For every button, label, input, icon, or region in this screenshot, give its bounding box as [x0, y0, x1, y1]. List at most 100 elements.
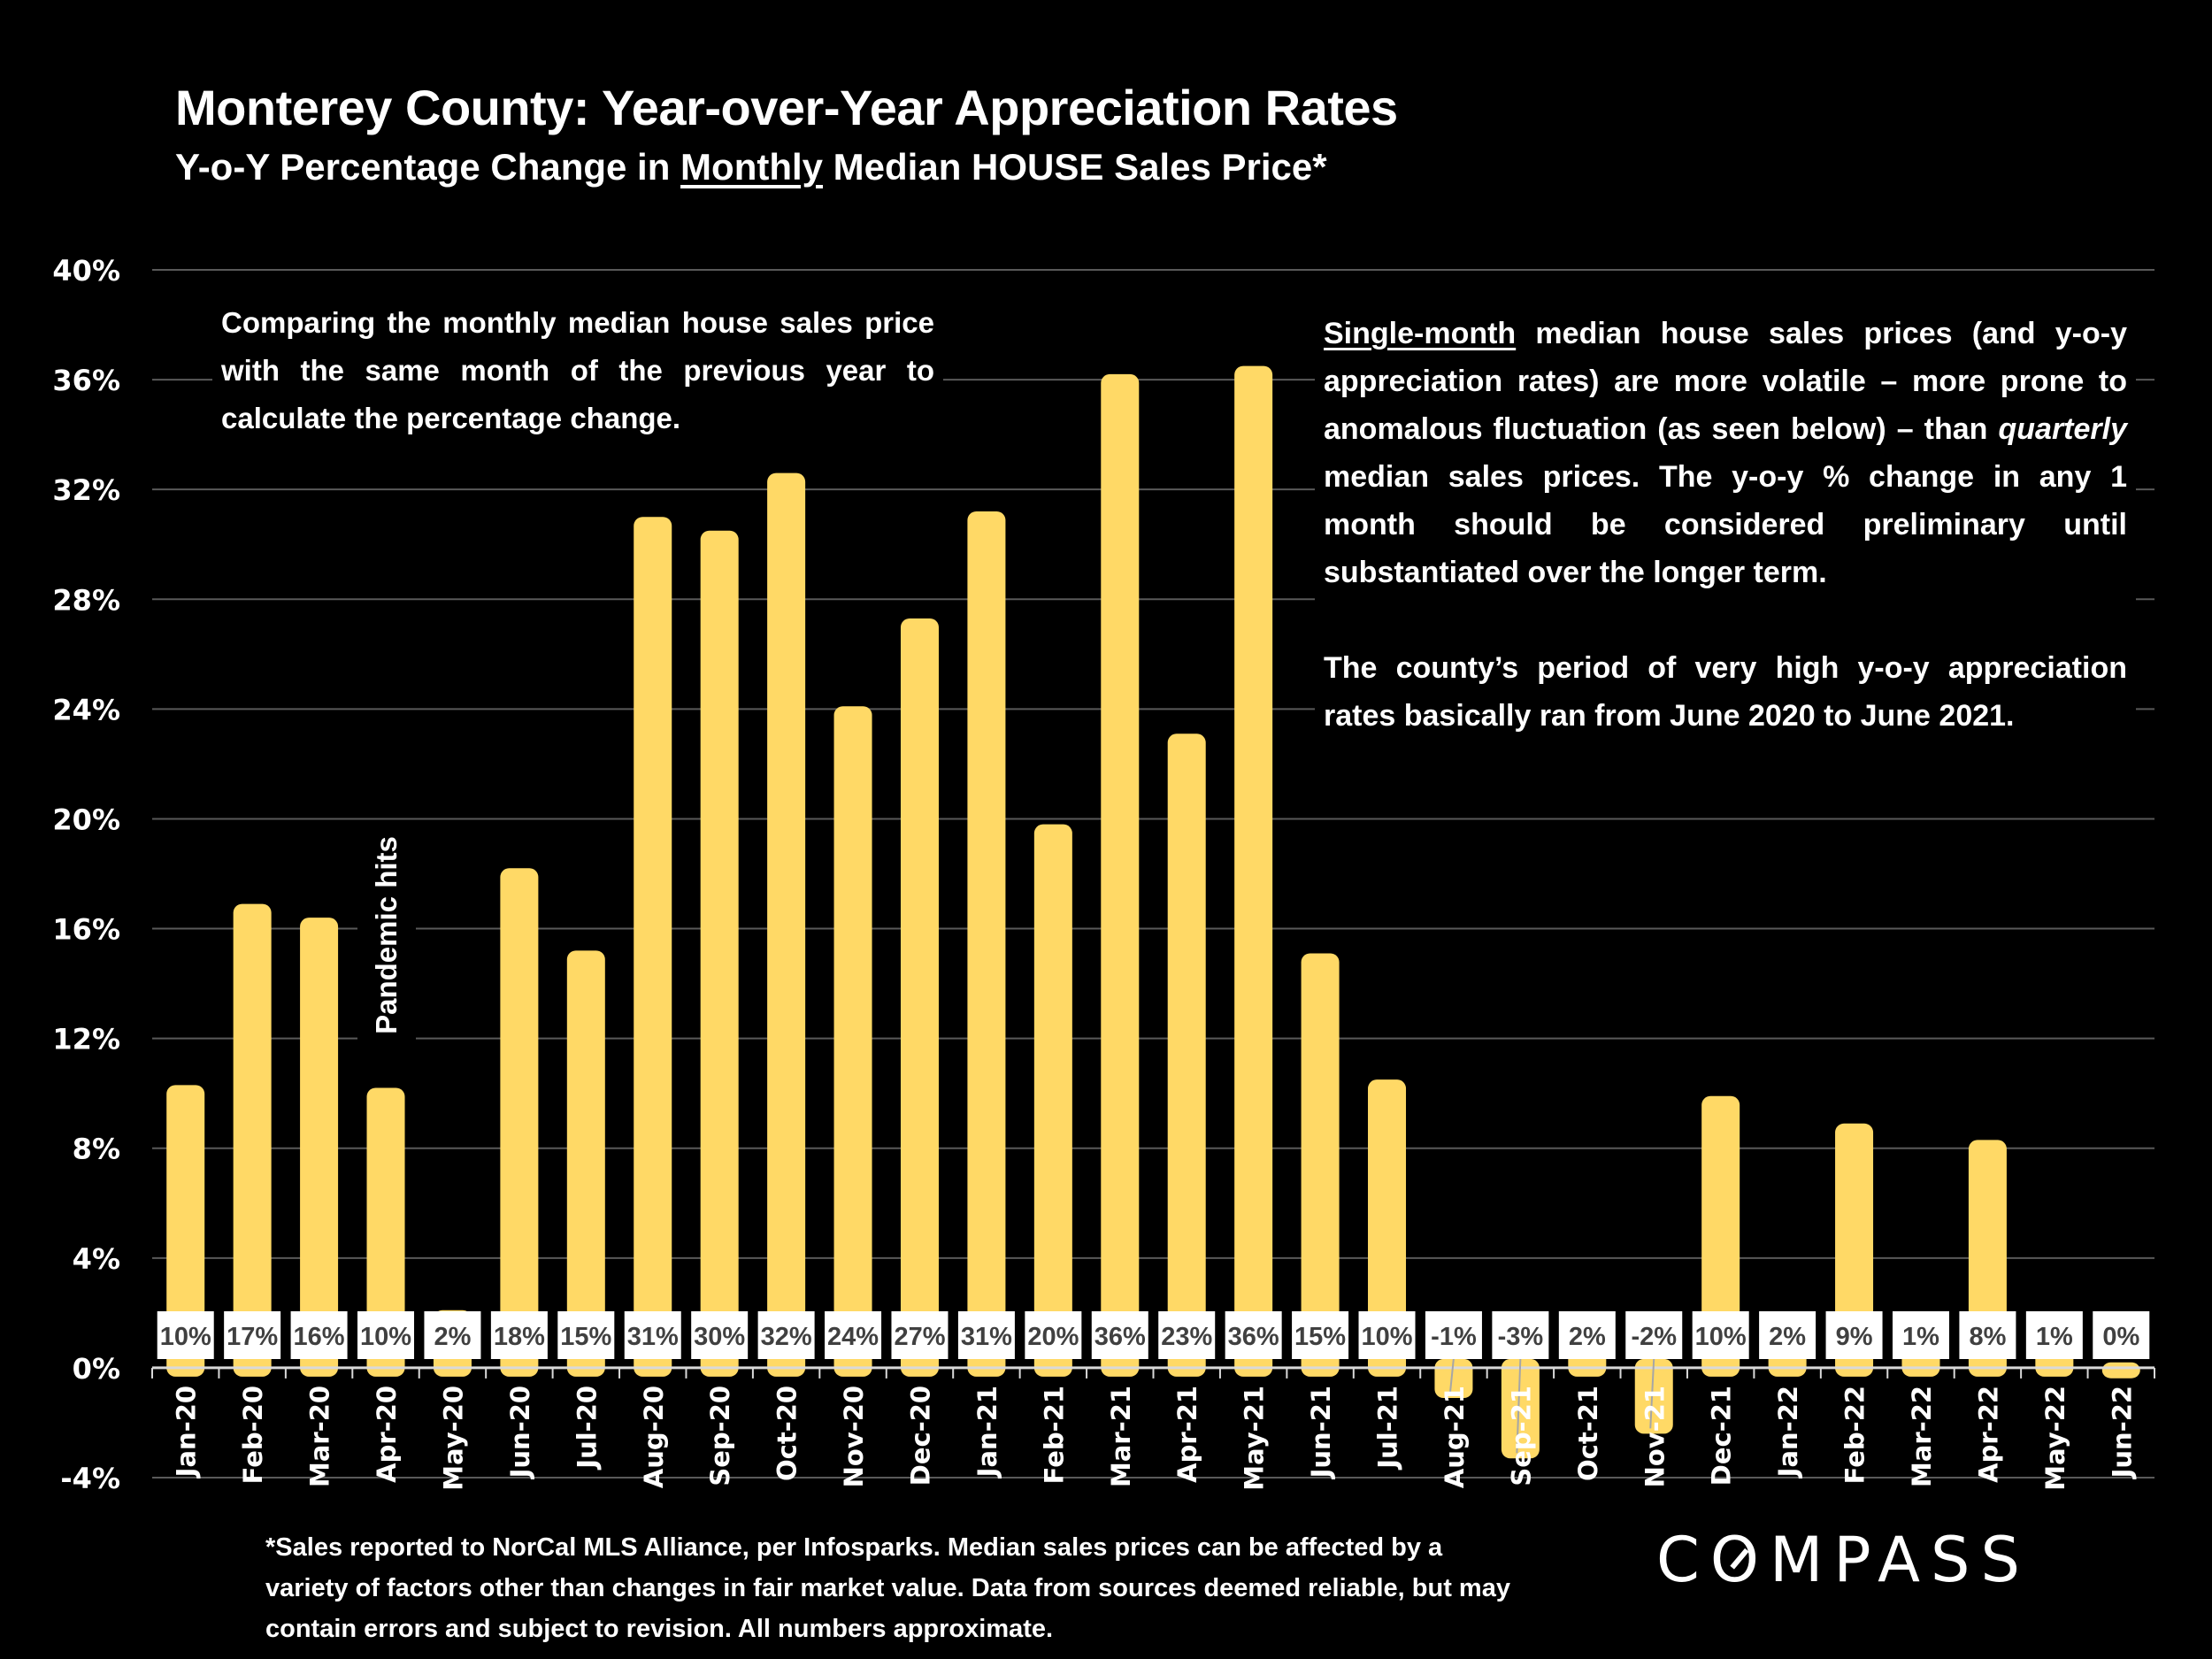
x-tick-label: Jul-21	[1373, 1386, 1403, 1471]
annotation-underlined-word: Single-month	[1324, 317, 1517, 350]
x-tick-label: Feb-22	[1840, 1386, 1870, 1484]
bar	[833, 706, 872, 1377]
data-label: 9%	[1836, 1323, 1873, 1351]
x-tick-label: Nov-21	[1640, 1386, 1670, 1488]
x-tick-label: Jan-22	[1773, 1386, 1803, 1479]
x-tick-label: Aug-20	[639, 1386, 669, 1488]
data-label-box	[1892, 1311, 1949, 1359]
data-label-box	[157, 1311, 214, 1359]
y-tick-label: 40%	[52, 254, 120, 288]
x-tick-label: Oct-20	[772, 1386, 803, 1481]
data-label: 27%	[894, 1323, 945, 1351]
data-label: 18%	[494, 1323, 545, 1351]
data-label-box	[1492, 1311, 1549, 1359]
bar	[1033, 824, 1072, 1377]
data-label-box	[757, 1311, 815, 1359]
data-label: 10%	[160, 1323, 211, 1351]
bar	[1301, 953, 1340, 1377]
pandemic-annotation: Pandemic hits	[357, 823, 416, 1048]
data-label-box	[1158, 1311, 1216, 1359]
x-tick-label: Aug-21	[1440, 1386, 1470, 1488]
data-label: 31%	[627, 1323, 679, 1351]
y-tick-label: 20%	[52, 803, 120, 836]
data-label-box	[1292, 1311, 1349, 1359]
data-label-box	[825, 1311, 882, 1359]
x-tick-label: Jan-21	[972, 1386, 1002, 1479]
bar	[566, 950, 605, 1377]
bar	[767, 472, 806, 1377]
x-tick-label: Jun-22	[2107, 1386, 2137, 1479]
y-tick-label: 0%	[73, 1352, 120, 1386]
annotation-text: median house sales prices (and y-o-y app…	[1324, 317, 2127, 446]
x-tick-label: May-22	[2040, 1386, 2070, 1491]
bar	[233, 903, 272, 1377]
data-label: -3%	[1498, 1323, 1544, 1351]
y-tick-label: 24%	[52, 693, 120, 726]
pandemic-annotation-text: Pandemic hits	[370, 836, 403, 1034]
bar	[166, 1085, 205, 1377]
data-label: 36%	[1094, 1323, 1146, 1351]
x-tick-label: Sep-20	[705, 1386, 735, 1486]
data-label-box	[1425, 1311, 1482, 1359]
x-tick-label: Jun-21	[1306, 1386, 1336, 1479]
data-label: -2%	[1631, 1323, 1677, 1351]
bars	[166, 365, 2140, 1459]
y-tick-label: 4%	[73, 1242, 120, 1276]
bar	[1101, 373, 1140, 1377]
data-label: 10%	[360, 1323, 411, 1351]
data-label: 8%	[1969, 1323, 2006, 1351]
data-label-box	[2093, 1311, 2150, 1359]
data-label: 2%	[1569, 1323, 1606, 1351]
chart-subtitle: Y-o-Y Percentage Change in Monthly Media…	[175, 149, 1327, 186]
data-label-box	[1025, 1311, 1082, 1359]
data-label-box	[557, 1311, 615, 1359]
subtitle-underlined-word: Monthly	[680, 146, 824, 188]
data-label-box	[424, 1311, 481, 1359]
data-label: 36%	[1228, 1323, 1279, 1351]
logo-o-with-slash: O	[1710, 1529, 1770, 1591]
data-label: 0%	[2102, 1323, 2139, 1351]
chart-title: Monterey County: Year-over-Year Apprecia…	[175, 80, 1398, 135]
data-label: 16%	[294, 1323, 345, 1351]
x-tick-label: Mar-22	[1907, 1386, 1937, 1487]
annotation-left: Comparing the monthly median house sales…	[212, 299, 943, 442]
logo-letters: MPASS	[1770, 1524, 2031, 1596]
data-label-box	[490, 1311, 548, 1359]
data-label: 15%	[1294, 1323, 1346, 1351]
bar	[900, 618, 939, 1377]
x-tick-label: Feb-21	[1039, 1386, 1069, 1484]
subtitle-suffix: Median HOUSE Sales Price*	[823, 146, 1327, 188]
y-tick-label: 8%	[73, 1133, 120, 1166]
data-label: 2%	[434, 1323, 471, 1351]
y-tick-label: 28%	[52, 583, 120, 617]
y-tick-label: 16%	[52, 913, 120, 947]
data-label-box	[1358, 1311, 1416, 1359]
data-label-box	[624, 1311, 681, 1359]
data-label: 1%	[1902, 1323, 1939, 1351]
x-axis-tick-labels: Jan-20 Feb-20 Mar-20 Apr-20 May-20 Jun-20 Jul-…	[172, 1386, 2138, 1491]
leader-line	[1448, 1357, 1455, 1394]
x-tick-label: Jul-20	[572, 1386, 602, 1471]
x-tick-label: Jun-20	[505, 1386, 535, 1479]
data-label-box	[691, 1311, 749, 1359]
data-label: -1%	[1431, 1323, 1477, 1351]
annotation-text: median sales prices. The y-o-y % change …	[1324, 460, 2127, 589]
data-label: 30%	[694, 1323, 745, 1351]
x-tick-label: May-20	[438, 1386, 468, 1491]
data-label: 10%	[1695, 1323, 1747, 1351]
bar	[1701, 1095, 1740, 1377]
subtitle-prefix: Y-o-Y Percentage Change in	[175, 146, 681, 188]
x-tick-label: May-21	[1240, 1386, 1270, 1491]
annotation-right: Single-month median house sales prices (…	[1315, 310, 2136, 740]
compass-logo: COMPASS	[1656, 1529, 2031, 1591]
x-tick-label: Apr-20	[372, 1386, 402, 1483]
data-label-box	[1825, 1311, 1883, 1359]
data-label: 31%	[961, 1323, 1012, 1351]
annotation-right-paragraph-1: Single-month median house sales prices (…	[1324, 310, 2127, 596]
data-label: 23%	[1161, 1323, 1212, 1351]
y-tick-label: 32%	[52, 473, 120, 507]
leader-line	[1516, 1357, 1522, 1454]
data-label: 15%	[560, 1323, 611, 1351]
data-label-box	[357, 1311, 415, 1359]
data-label: 24%	[827, 1323, 879, 1351]
